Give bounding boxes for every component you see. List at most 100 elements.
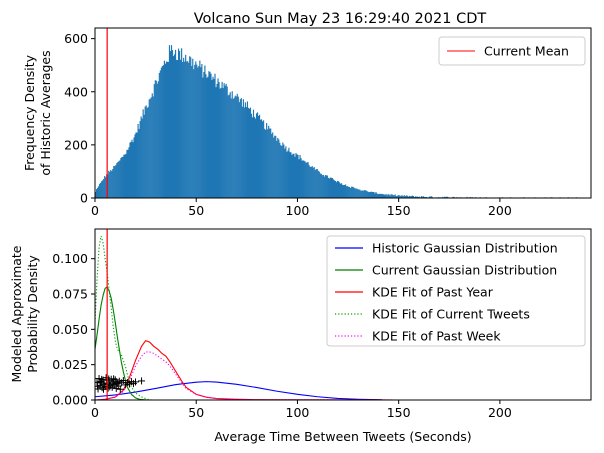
histogram-bar [101,181,103,198]
histogram-bar [245,106,247,198]
histogram-bar [227,95,229,198]
histogram-bar [401,195,403,198]
histogram-bar [350,188,352,198]
histogram-bar [202,77,204,198]
series-line [95,381,383,400]
x-tick-label: 100 [286,203,310,218]
histogram-bar [160,67,162,198]
histogram-bar [351,186,353,198]
histogram-bar [322,174,324,198]
histogram-bar [275,135,277,198]
histogram-bar [325,175,327,198]
histogram-bar [378,193,380,198]
histogram-bar [117,162,119,198]
histogram-bar [466,196,468,198]
histogram-bar [304,161,306,198]
series-line [95,286,148,400]
histogram-bar [260,119,262,198]
histogram-bar [411,195,413,198]
histogram-bar [146,108,148,198]
histogram-bar [197,67,199,198]
top-legend: Current Mean [438,36,586,66]
histogram-bar [349,186,351,198]
histogram-bar [149,98,151,198]
histogram-bar [170,45,173,198]
histogram-bar [374,193,376,198]
histogram-bar [152,96,154,198]
histogram-bar [357,188,359,198]
histogram-bar [319,173,321,198]
histogram-bar [110,170,112,198]
tweet-marker [131,378,139,386]
histogram-bar [230,98,232,198]
histogram-bar [407,196,409,198]
histogram-bar [267,129,269,198]
histogram-bar [289,152,291,198]
y-tick-label: 400 [64,84,88,99]
histogram-bar [283,144,285,198]
histogram-bar [469,196,471,198]
histogram-bar [394,194,396,198]
histogram-bar [361,190,363,198]
histogram-bar [334,180,337,198]
histogram-bar [136,132,138,198]
histogram-bar [204,65,206,198]
histogram-bar [190,57,192,198]
histogram-bar [305,162,307,198]
histogram-bar [210,73,212,198]
histogram-bar [388,194,390,198]
histogram-bar [120,158,122,198]
histogram-bar [141,118,143,198]
histogram-bar [368,192,370,198]
histogram-bar [414,196,417,198]
histogram-bar [168,45,171,198]
histogram-bar [128,147,130,198]
histogram-bar [207,76,209,198]
bottom-legend: Historic Gaussian Distribution Current Ga… [326,235,586,347]
histogram-bar [237,96,239,198]
histogram-bar [229,92,231,198]
histogram-bar [179,50,181,198]
histogram-bar [125,153,127,198]
histogram-bar [137,124,139,198]
bottom-xlabel: Average Time Between Tweets (Seconds) [214,429,471,444]
histogram-bar [201,64,203,198]
tweet-marker [98,375,106,383]
histogram-bar [126,149,128,198]
histogram-bar [288,147,290,198]
histogram-bar [416,196,419,198]
tweet-marker [97,379,105,387]
histogram-bar [442,196,444,198]
histogram-bar [359,189,361,198]
top-legend-box [438,36,586,66]
bottom-x-ticks: 0 50 100 150 200 [91,400,512,420]
bottom-y-ticks: 0.000 0.025 0.050 0.075 0.100 [52,251,95,408]
histogram-panel: 0 50 100 150 200 0 200 400 600 Frequency Densit… [22,27,592,218]
histogram-bar [269,128,271,198]
histogram-bar [421,196,424,198]
histogram-bar [382,194,384,198]
tweet-marker [119,376,127,384]
histogram-bar [366,191,368,198]
tweet-marker [116,385,124,393]
histogram-bar [182,61,184,198]
histogram-bar [336,180,339,198]
histogram-bar [286,151,288,198]
histogram-bar [310,167,312,198]
histogram-bar [362,190,364,198]
histogram-bar [193,69,195,198]
histogram-bar [327,177,329,198]
histogram-bar [220,87,222,198]
histogram-bar [103,178,105,198]
histogram-bar [172,56,175,199]
histogram-bar [348,186,350,198]
histogram-bar [145,105,147,198]
histogram-bar [337,181,340,198]
histogram-bar [159,70,161,198]
histogram-bar [316,168,318,198]
histogram-bar [444,196,446,198]
histogram-bar [232,98,234,198]
histogram-bar [165,61,168,198]
histogram-bar [352,186,354,198]
